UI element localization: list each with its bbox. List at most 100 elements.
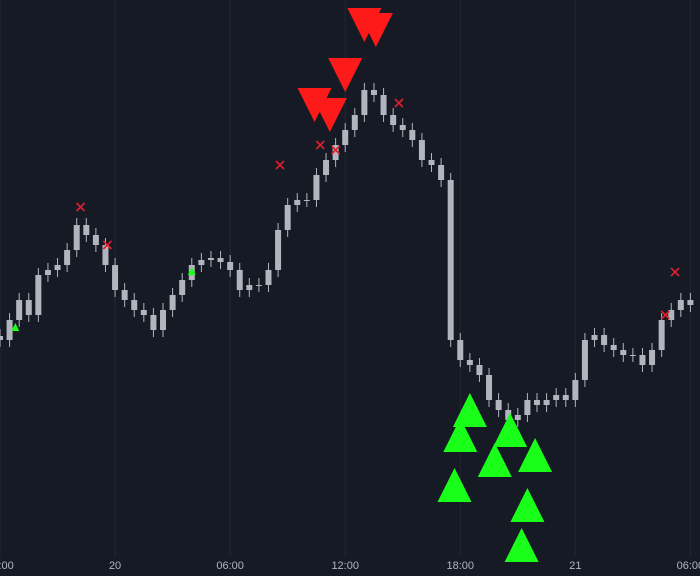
buy-signal [504, 528, 539, 562]
candle-body [16, 300, 23, 320]
candle-body [342, 130, 349, 145]
candle-body [390, 115, 397, 125]
candle-body [687, 300, 694, 305]
candle-body [102, 245, 109, 265]
candle-body [495, 400, 502, 410]
buy-signal [452, 393, 487, 427]
candle-body [0, 336, 3, 340]
candle-body [313, 175, 320, 200]
cross-signal [394, 98, 404, 108]
candle-body [284, 205, 291, 230]
candle-body [169, 295, 176, 310]
candle-body [44, 270, 51, 275]
candle-body [581, 340, 588, 380]
x-tick-label: 20 [109, 560, 121, 572]
candle-body [121, 290, 128, 300]
cross-signal [275, 160, 285, 170]
candle-body [629, 355, 636, 356]
buy-signal [437, 468, 472, 502]
x-tick-label: 06:00 [216, 560, 244, 572]
candle-body [505, 410, 512, 420]
candle-body [361, 90, 368, 115]
candle-body [294, 200, 301, 205]
cross-signal [102, 240, 112, 250]
buy-signal [11, 323, 20, 331]
candle-body [486, 375, 493, 400]
candle-body [639, 355, 646, 365]
cross-signal [670, 267, 680, 277]
x-tick-label: 12:00 [331, 560, 359, 572]
candle-body [418, 140, 425, 160]
x-tick-label: 18:00 [447, 560, 475, 572]
buy-signal [443, 418, 478, 452]
candle-body [255, 285, 262, 286]
candle-body [54, 265, 61, 270]
candle-body [610, 345, 617, 350]
candle-body [303, 200, 310, 201]
candle-body [112, 265, 119, 290]
candle-body [601, 335, 608, 345]
candle-body [265, 270, 272, 285]
candle-body [246, 285, 253, 290]
candle-body [73, 225, 80, 250]
candle-body [447, 180, 454, 340]
x-tick-label: 18:00 [0, 560, 14, 572]
candle-body [476, 365, 483, 375]
sell-signal [312, 98, 347, 132]
candle-body [466, 360, 473, 365]
candle-body [160, 310, 167, 330]
candle-body [457, 340, 464, 360]
candle-body [150, 315, 157, 330]
candle-body [275, 230, 282, 270]
candle-body [83, 225, 90, 235]
candle-body [591, 335, 598, 340]
candle-body [428, 160, 435, 165]
candle-body [140, 310, 147, 315]
cross-signal [331, 145, 341, 155]
candle-body [668, 310, 675, 320]
candle-body [533, 400, 540, 405]
buy-signal [510, 488, 545, 522]
candle-body [399, 125, 406, 130]
candle-body [64, 250, 71, 265]
candle-body [409, 130, 416, 140]
candle-body [438, 165, 445, 180]
candle-body [351, 115, 358, 130]
candle-body [236, 270, 243, 290]
candle-body [543, 400, 550, 405]
buy-signal [518, 438, 553, 472]
candle-body [620, 350, 627, 355]
sell-signal [328, 58, 363, 92]
buy-signal [493, 413, 528, 447]
candle-body [572, 380, 579, 400]
cross-signal [75, 202, 86, 212]
candle-body [35, 275, 42, 315]
candle-body [131, 300, 138, 310]
candle-body [677, 300, 684, 310]
candle-body [562, 395, 569, 400]
sell-signal [358, 13, 393, 47]
candle-body [658, 320, 665, 350]
cross-signal [660, 310, 671, 320]
candle-body [92, 235, 99, 245]
candle-body [649, 350, 656, 365]
sell-signal [297, 88, 332, 122]
candle-body [227, 262, 234, 270]
candle-body [332, 145, 339, 160]
candle-body [207, 258, 214, 260]
candle-body [323, 160, 330, 175]
cross-signal [315, 140, 325, 150]
candle-body [370, 90, 377, 95]
candle-body [179, 280, 186, 295]
candle-body [198, 260, 205, 265]
candle-body [25, 300, 32, 315]
candle-body [524, 400, 531, 415]
buy-signal [187, 267, 196, 275]
candle-body [553, 395, 560, 400]
buy-signal [477, 443, 512, 477]
candle-body [217, 258, 224, 262]
candle-body [514, 415, 521, 420]
